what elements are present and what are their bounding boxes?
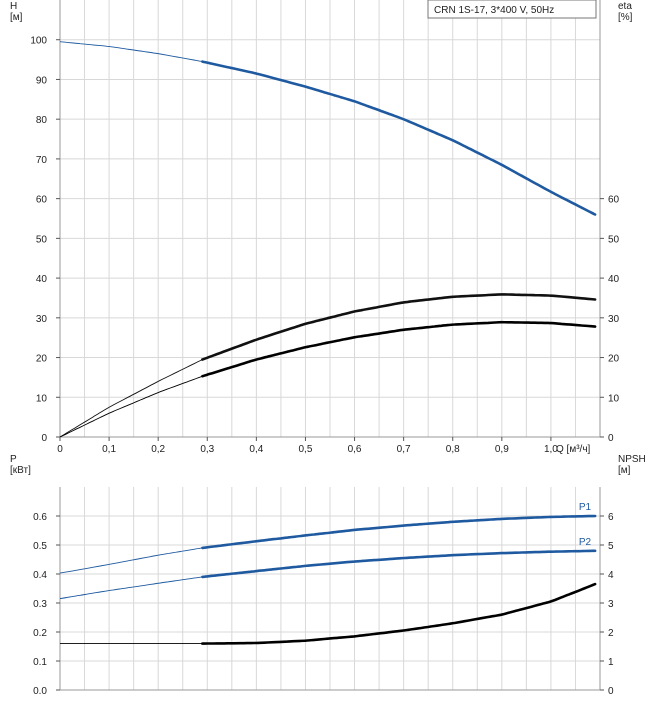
x-tick-label: 0,3 [200, 444, 214, 455]
left-tick-label: 0 [41, 433, 47, 444]
right-tick-label: 10 [608, 393, 620, 404]
right-axis-unit: [м] [618, 465, 631, 476]
left-axis-unit: [кВт] [10, 465, 31, 476]
series-p2-line-thin [59, 576, 203, 600]
series-0-2-line-thin [59, 375, 203, 438]
series-1-2-line [201, 582, 597, 645]
x-tick-label: 0,6 [348, 444, 362, 455]
left-tick-label: 0.6 [33, 512, 47, 523]
x-tick-label: 0,2 [151, 444, 165, 455]
legend-box-text: CRN 1S-17, 3*400 V, 50Hz [434, 5, 554, 16]
left-tick-label: 0.1 [33, 657, 47, 668]
x-axis-title: Q [м³/ч] [556, 444, 591, 455]
left-tick-label: 0.0 [33, 686, 47, 697]
left-tick-label: 70 [36, 155, 48, 166]
series-0-0-line-thin [59, 41, 203, 63]
series-0-1-line-thin [59, 359, 203, 438]
left-tick-label: 90 [36, 75, 48, 86]
left-axis-title: H [10, 1, 17, 12]
right-tick-label: 2 [608, 628, 614, 639]
right-tick-label: 1 [608, 657, 614, 668]
left-axis-title: P [10, 454, 17, 465]
series-p1-label: P1 [579, 502, 592, 513]
series-0-0-line [201, 60, 597, 216]
series-0-2-line [201, 320, 597, 378]
series-p1-line [201, 514, 597, 550]
left-tick-label: 40 [36, 274, 48, 285]
x-tick-label: 0,9 [495, 444, 509, 455]
legend-box [427, 0, 597, 19]
right-tick-label: 40 [608, 274, 620, 285]
right-tick-label: 4 [608, 570, 614, 581]
right-tick-label: 20 [608, 354, 620, 365]
right-tick-label: 60 [608, 195, 620, 206]
right-tick-label: 5 [608, 541, 614, 552]
left-tick-label: 20 [36, 354, 48, 365]
right-tick-label: 0 [608, 686, 614, 697]
series-0-1-line [201, 293, 597, 361]
left-tick-label: 0.3 [33, 599, 47, 610]
left-tick-label: 0.2 [33, 628, 47, 639]
series-p2-label: P2 [579, 537, 592, 548]
left-tick-label: 100 [30, 36, 47, 47]
x-tick-label: 1,0 [544, 444, 558, 455]
x-tick-label: 0,5 [299, 444, 313, 455]
right-axis-title: NPSH [618, 454, 646, 465]
right-tick-label: 6 [608, 512, 614, 523]
x-tick-label: 0,7 [397, 444, 411, 455]
right-tick-label: 0 [608, 433, 614, 444]
x-tick-label: 0,4 [249, 444, 263, 455]
left-tick-label: 50 [36, 234, 48, 245]
right-tick-label: 3 [608, 599, 614, 610]
right-tick-label: 30 [608, 314, 620, 325]
left-tick-label: 60 [36, 195, 48, 206]
right-axis-title: eta [618, 1, 632, 12]
left-tick-label: 0.5 [33, 541, 47, 552]
left-tick-label: 30 [36, 314, 48, 325]
left-tick-label: 0.4 [33, 570, 47, 581]
x-tick-label: 0,1 [102, 444, 116, 455]
x-tick-label: 0,8 [446, 444, 460, 455]
series-p1-line-thin [59, 547, 203, 574]
right-axis-unit: [%] [618, 12, 633, 23]
left-tick-label: 80 [36, 115, 48, 126]
right-tick-label: 50 [608, 234, 620, 245]
x-tick-label: 0 [57, 444, 63, 455]
series-p2-line [201, 549, 597, 579]
left-axis-unit: [м] [10, 12, 23, 23]
left-tick-label: 10 [36, 393, 48, 404]
